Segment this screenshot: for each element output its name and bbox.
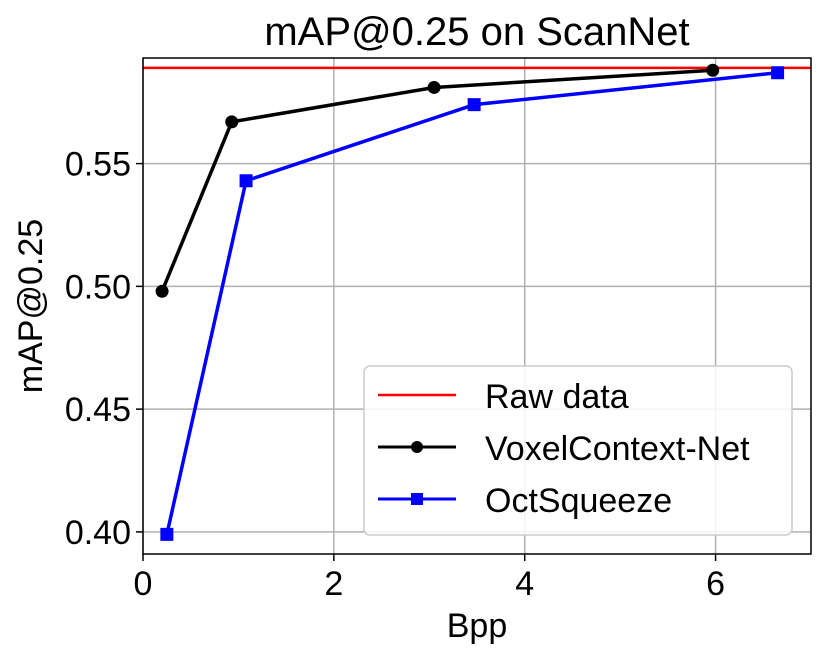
x-tick-label: 6 bbox=[706, 565, 725, 603]
data-point-octsqueeze bbox=[771, 66, 785, 80]
y-tick-label: 0.50 bbox=[65, 268, 131, 306]
data-point-octsqueeze bbox=[160, 527, 174, 541]
chart-title: mAP@0.25 on ScanNet bbox=[264, 10, 689, 54]
data-point-voxelcontext-net bbox=[427, 80, 441, 94]
y-tick-label: 0.45 bbox=[65, 391, 131, 429]
series-line-octsqueeze bbox=[165, 70, 778, 535]
x-axis-ticks: 0 2 4 6 bbox=[134, 554, 725, 603]
y-tick-label: 0.55 bbox=[65, 146, 131, 184]
y-axis-ticks: 0.40 0.45 0.50 0.55 bbox=[65, 146, 143, 552]
plot-frame bbox=[142, 57, 812, 555]
legend-label-raw-data: Raw data bbox=[485, 378, 629, 416]
series-group bbox=[155, 63, 785, 541]
y-axis-label: mAP@0.25 bbox=[12, 219, 50, 393]
legend-box bbox=[363, 365, 793, 536]
legend: Raw data VoxelContext-Net OctSqueeze bbox=[363, 365, 793, 536]
legend-marker-voxelcontext-net bbox=[411, 441, 423, 453]
y-tick-label: 0.40 bbox=[65, 514, 131, 552]
series-line-voxelcontext-net bbox=[160, 68, 713, 292]
data-point-voxelcontext-net bbox=[706, 63, 720, 77]
data-point-octsqueeze bbox=[467, 98, 481, 112]
data-point-voxelcontext-net bbox=[225, 115, 239, 129]
data-point-octsqueeze bbox=[239, 174, 253, 188]
data-point-voxelcontext-net bbox=[155, 284, 169, 298]
legend-label-octsqueeze: OctSqueeze bbox=[485, 482, 672, 520]
x-tick-label: 0 bbox=[134, 565, 153, 603]
x-tick-label: 2 bbox=[324, 565, 343, 603]
x-axis-label: Bpp bbox=[447, 607, 508, 645]
x-tick-label: 4 bbox=[515, 565, 534, 603]
legend-label-voxelcontext-net: VoxelContext-Net bbox=[485, 430, 750, 468]
legend-marker-octsqueeze bbox=[411, 493, 423, 505]
